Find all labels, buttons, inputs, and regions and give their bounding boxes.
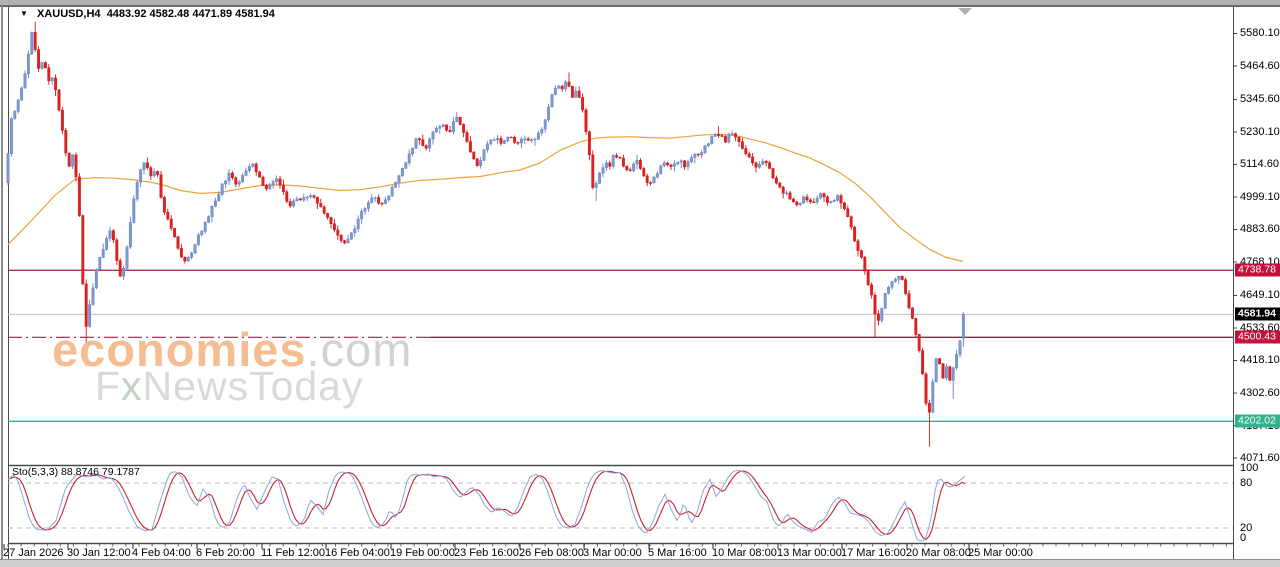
price-axis-label: 4302.60 [1240, 386, 1280, 399]
price-axis-label: 5580.10 [1240, 27, 1280, 40]
candlesticks-down [33, 21, 952, 447]
time-axis-label: 17 Mar 16:00 [841, 547, 906, 559]
time-axis-label: 11 Feb 12:00 [261, 547, 326, 559]
time-axis-label: 6 Feb 20:00 [196, 547, 255, 559]
time-axis-label: 3 Mar 00:00 [583, 547, 642, 559]
watermark-fxnewstoday: FxNewsToday [95, 363, 364, 409]
time-axis-label: 16 Feb 04:00 [325, 547, 390, 559]
stoch-scale-label: 20 [1240, 522, 1253, 534]
symbol-title: ▼ XAUUSD,H4 4483.92 4582.48 4471.89 4581… [20, 8, 275, 20]
price-tag-4738.78: 4738.78 [1235, 263, 1280, 277]
price-axis-label: 4999.10 [1240, 190, 1280, 203]
candlesticks-up [6, 31, 965, 414]
window-bottom-strip [0, 560, 1280, 567]
time-axis-label: 23 Feb 16:00 [454, 547, 519, 559]
price-tag-4581.94: 4581.94 [1235, 307, 1280, 321]
symbol-name: XAUUSD,H4 [36, 8, 101, 20]
time-axis-label: 10 Mar 08:00 [712, 547, 777, 559]
time-axis-label: 4 Feb 04:00 [132, 547, 191, 559]
stoch-scale-label: 100 [1240, 462, 1259, 474]
time-axis-label: 26 Feb 08:00 [519, 547, 584, 559]
price-axis-label: 4418.10 [1240, 354, 1280, 367]
price-tag-4500.43: 4500.43 [1235, 330, 1280, 344]
stoch-scale-label: 80 [1240, 477, 1253, 489]
price-tag-4202.02: 4202.02 [1235, 414, 1280, 428]
time-axis-label: 25 Mar 00:00 [968, 547, 1033, 559]
time-axis-label: 5 Mar 16:00 [648, 547, 707, 559]
time-axis-label: 30 Jan 12:00 [67, 547, 131, 559]
time-axis-label: 13 Mar 00:00 [777, 547, 842, 559]
price-axis-label: 5230.10 [1240, 125, 1280, 138]
chart-shift-marker-icon[interactable] [958, 8, 972, 15]
stoch-scale-label: 0 [1240, 532, 1247, 544]
stochastic-signal-line [7, 470, 966, 541]
window-top-strip [0, 0, 1280, 5]
time-axis-label: 19 Feb 00:00 [390, 547, 455, 559]
ohlc-quotes: 4483.92 4582.48 4471.89 4581.94 [106, 8, 275, 20]
moving-average-line [7, 133, 964, 263]
price-axis-label: 4649.10 [1240, 289, 1280, 302]
time-axis-label: 27 Jan 2026 [3, 547, 64, 559]
price-axis-label: 5114.60 [1240, 158, 1279, 171]
stochastic-main-line [7, 469, 966, 542]
price-axis-label: 5345.60 [1240, 93, 1280, 106]
watermark-economies: economies.com [52, 323, 413, 376]
symbol-dropdown-icon[interactable]: ▼ [20, 9, 28, 18]
stochastic-indicator-label: Sto(5,3,3) 88.8746 79.1787 [12, 466, 140, 478]
time-axis-label: 20 Mar 08:00 [906, 547, 971, 559]
price-axis-label: 4071.60 [1240, 452, 1280, 464]
price-axis-label: 5464.60 [1240, 59, 1280, 72]
price-axis-label: 4883.60 [1240, 223, 1280, 236]
